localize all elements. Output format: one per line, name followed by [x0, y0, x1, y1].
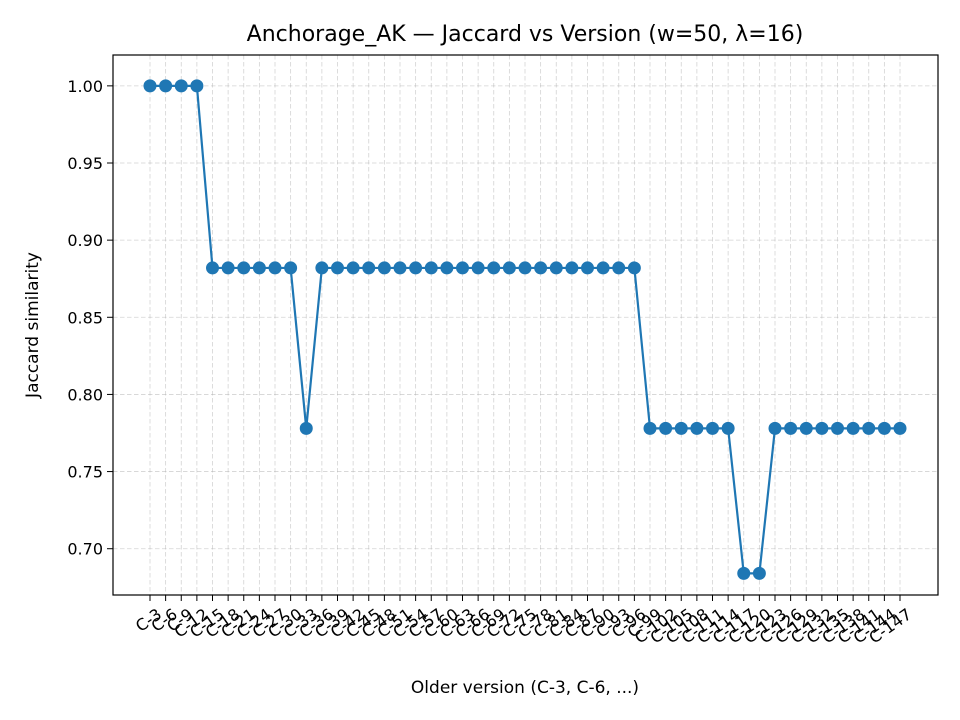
- data-point: [674, 421, 688, 435]
- data-point: [815, 421, 829, 435]
- data-point: [518, 261, 532, 275]
- data-point: [487, 261, 501, 275]
- data-point: [627, 261, 641, 275]
- y-tick-label: 0.95: [67, 154, 103, 173]
- data-point: [284, 261, 298, 275]
- data-point: [784, 421, 798, 435]
- data-point: [159, 79, 173, 93]
- data-point: [221, 261, 235, 275]
- data-point: [534, 261, 548, 275]
- data-point: [565, 261, 579, 275]
- data-point: [393, 261, 407, 275]
- grid-layer: [113, 55, 938, 595]
- data-point: [206, 261, 219, 275]
- data-point: [331, 261, 344, 275]
- data-point: [690, 421, 704, 435]
- data-point: [315, 261, 329, 275]
- data-point: [768, 421, 782, 435]
- y-tick-label: 0.75: [67, 463, 103, 482]
- data-point: [799, 421, 813, 435]
- data-point: [706, 421, 719, 435]
- data-point: [346, 261, 360, 275]
- data-point: [299, 421, 313, 435]
- y-tick-label: 1.00: [67, 77, 103, 96]
- chart-title: Anchorage_AK — Jaccard vs Version (w=50,…: [247, 22, 804, 47]
- data-point: [846, 421, 860, 435]
- data-point: [596, 261, 610, 275]
- y-tick-label: 0.80: [67, 385, 103, 404]
- data-point: [877, 421, 891, 435]
- data-point: [581, 261, 594, 275]
- data-point: [268, 261, 282, 275]
- data-point: [549, 261, 563, 275]
- data-point: [456, 261, 469, 275]
- data-point: [831, 421, 844, 435]
- data-point: [893, 421, 907, 435]
- y-axis-label: Jaccard similarity: [23, 252, 43, 399]
- data-point: [737, 566, 751, 580]
- data-point: [409, 261, 423, 275]
- data-point: [471, 261, 485, 275]
- data-point: [440, 261, 454, 275]
- data-point: [612, 261, 626, 275]
- data-point: [237, 261, 251, 275]
- data-point: [252, 261, 266, 275]
- data-point: [362, 261, 376, 275]
- y-axis: 0.70 0.75 0.80 0.85 0.90 0.95 1.00: [67, 77, 113, 559]
- y-tick-label: 0.90: [67, 231, 103, 250]
- data-point: [143, 79, 157, 93]
- y-tick-label: 0.70: [67, 540, 103, 559]
- series-layer: [143, 79, 907, 580]
- data-point: [643, 421, 657, 435]
- data-point: [377, 261, 391, 275]
- data-point: [721, 421, 735, 435]
- data-point: [190, 79, 204, 93]
- x-axis-label: Older version (C-3, C-6, ...): [411, 678, 639, 698]
- y-tick-label: 0.85: [67, 308, 103, 327]
- data-point: [862, 421, 876, 435]
- data-point: [752, 566, 766, 580]
- data-point: [659, 421, 673, 435]
- data-point: [174, 79, 188, 93]
- data-point: [502, 261, 516, 275]
- data-point: [424, 261, 438, 275]
